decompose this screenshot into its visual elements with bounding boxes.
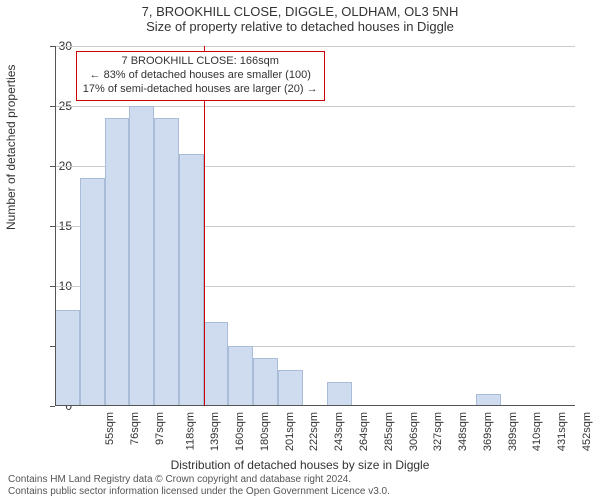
footer-line-1: Contains HM Land Registry data © Crown c…	[8, 474, 390, 486]
x-tick-label: 452sqm	[581, 412, 593, 451]
x-tick-label: 306sqm	[408, 412, 420, 451]
histogram-bar	[80, 178, 105, 406]
grid-line	[55, 46, 575, 47]
x-tick-label: 348sqm	[457, 412, 469, 451]
x-tick-label: 369sqm	[482, 412, 494, 451]
x-tick-label: 431sqm	[556, 412, 568, 451]
histogram-bar	[327, 382, 352, 406]
title-line-2: Size of property relative to detached ho…	[0, 19, 600, 34]
title-line-1: 7, BROOKHILL CLOSE, DIGGLE, OLDHAM, OL3 …	[0, 4, 600, 19]
x-tick-label: 160sqm	[234, 412, 246, 451]
x-tick-label: 118sqm	[184, 412, 196, 450]
x-tick-label: 139sqm	[210, 412, 222, 451]
x-tick-label: 327sqm	[432, 412, 444, 451]
y-axis-label: Number of detached properties	[4, 65, 18, 230]
x-tick-label: 243sqm	[333, 412, 345, 451]
x-axis-label: Distribution of detached houses by size …	[0, 458, 600, 472]
histogram-bar	[278, 370, 303, 406]
x-tick-label: 264sqm	[358, 412, 370, 451]
annotation-line: ← 83% of detached houses are smaller (10…	[83, 69, 318, 83]
x-tick-label: 389sqm	[507, 412, 519, 451]
x-tick-label: 76sqm	[129, 412, 141, 445]
histogram-bar	[204, 322, 229, 406]
annotation-line: 7 BROOKHILL CLOSE: 166sqm	[83, 55, 318, 69]
footer-line-2: Contains public sector information licen…	[8, 486, 390, 498]
plot: 7 BROOKHILL CLOSE: 166sqm← 83% of detach…	[55, 46, 575, 406]
x-tick-label: 97sqm	[154, 412, 166, 445]
histogram-bar	[105, 118, 130, 406]
annotation-line: 17% of semi-detached houses are larger (…	[83, 83, 318, 97]
x-tick-label: 410sqm	[531, 412, 543, 451]
chart-area: 7 BROOKHILL CLOSE: 166sqm← 83% of detach…	[55, 46, 575, 406]
histogram-bar	[154, 118, 179, 406]
histogram-bar	[129, 106, 154, 406]
x-tick-label: 180sqm	[259, 412, 271, 451]
histogram-bar	[55, 310, 80, 406]
annotation-box: 7 BROOKHILL CLOSE: 166sqm← 83% of detach…	[76, 51, 325, 100]
footer-attribution: Contains HM Land Registry data © Crown c…	[8, 474, 390, 498]
y-axis-line	[55, 46, 56, 406]
x-tick-label: 222sqm	[309, 412, 321, 451]
x-tick-label: 285sqm	[383, 412, 395, 451]
x-axis-line	[55, 405, 575, 406]
x-tick-label: 201sqm	[284, 412, 296, 451]
histogram-bar	[179, 154, 204, 406]
histogram-bar	[228, 346, 253, 406]
x-tick-label: 55sqm	[104, 412, 116, 445]
histogram-bar	[253, 358, 278, 406]
